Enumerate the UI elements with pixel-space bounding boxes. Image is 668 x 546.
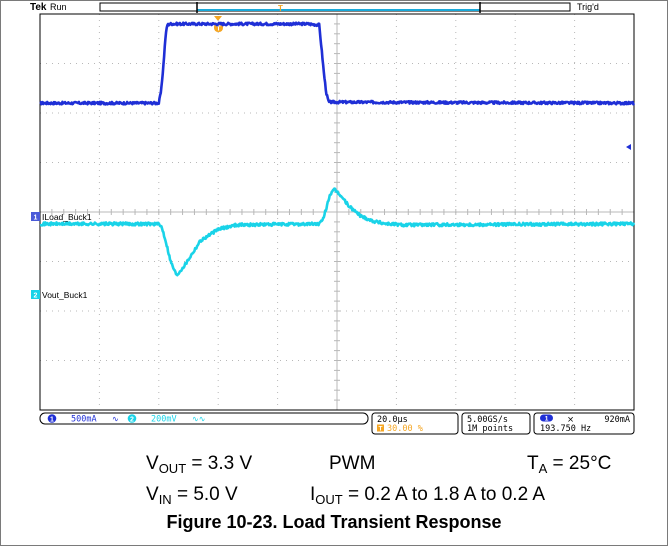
caption-vout: VOUT = 3.3 V [146, 453, 253, 476]
record-length-value: 1M points [467, 424, 513, 434]
trigger-level-arrow-icon[interactable] [626, 144, 631, 150]
ch2-marker-number: 2 [34, 293, 38, 300]
record-trigger-marker: T [278, 4, 283, 13]
trigger-frequency-value: 193.750 Hz [540, 424, 591, 434]
ch2-readout-badge [127, 414, 137, 423]
graticule [39, 13, 635, 411]
brand-label: Tek [30, 2, 47, 13]
ch1-label: ILoad_Buck1 [42, 212, 92, 222]
ch1-readout-number: 1 [50, 416, 54, 423]
ch1-coupling-icon: ∿ [112, 415, 119, 424]
trigger-position-letter: T [216, 26, 221, 33]
timebase-trigger-position: 30.00 % [387, 424, 423, 434]
ch1-marker[interactable] [31, 212, 40, 221]
trigger-readout-box[interactable] [533, 412, 635, 435]
trigger-source-number: 1 [545, 416, 549, 423]
ch1-readout-badge [47, 414, 57, 423]
trigger-position-arrow-icon[interactable] [214, 16, 222, 21]
ch2-label: Vout_Buck1 [42, 290, 88, 300]
sample-rate-value: 5.00GS/s [467, 415, 508, 425]
timebase-trigger-letter: T [379, 426, 383, 433]
trigger-slope-icon: ⨯ [567, 415, 574, 425]
caption-vin: VIN = 5.0 V [146, 484, 238, 507]
ch1-scale-value: 500mA [71, 415, 97, 425]
ch2-marker[interactable] [31, 290, 40, 299]
trigger-source-badge [540, 414, 553, 422]
caption-iout: IOUT = 0.2 A to 1.8 A to 0.2 A [310, 484, 546, 507]
caption-mode: PWM [329, 453, 376, 474]
oscilloscope-screen: Tek Run T Trig'd T 1 ILoad_Buck1 2 Vout_… [30, 2, 636, 435]
ch2-readout-number: 2 [130, 416, 134, 423]
ch2-scale-value: 200mV [151, 415, 177, 425]
trigger-level-value: 920mA [604, 415, 630, 425]
ch1-trace-line [39, 21, 636, 106]
trigger-state-label: Trig'd [577, 2, 599, 12]
timebase-trigger-icon [377, 424, 384, 432]
ch1-marker-number: 1 [34, 215, 38, 222]
ch2-trace-line [39, 187, 636, 277]
run-state-label: Run [50, 2, 67, 12]
ch2-coupling-icon: ∿∿ [192, 415, 205, 424]
channel-readout-box[interactable] [39, 412, 369, 425]
timebase-scale-value: 20.0µs [377, 415, 408, 425]
figure-title: Figure 10-23. Load Transient Response [166, 512, 502, 532]
caption-temperature: TA = 25°C [527, 453, 612, 476]
acquisition-readout-box[interactable] [461, 412, 531, 435]
timebase-readout-box[interactable] [371, 412, 459, 435]
